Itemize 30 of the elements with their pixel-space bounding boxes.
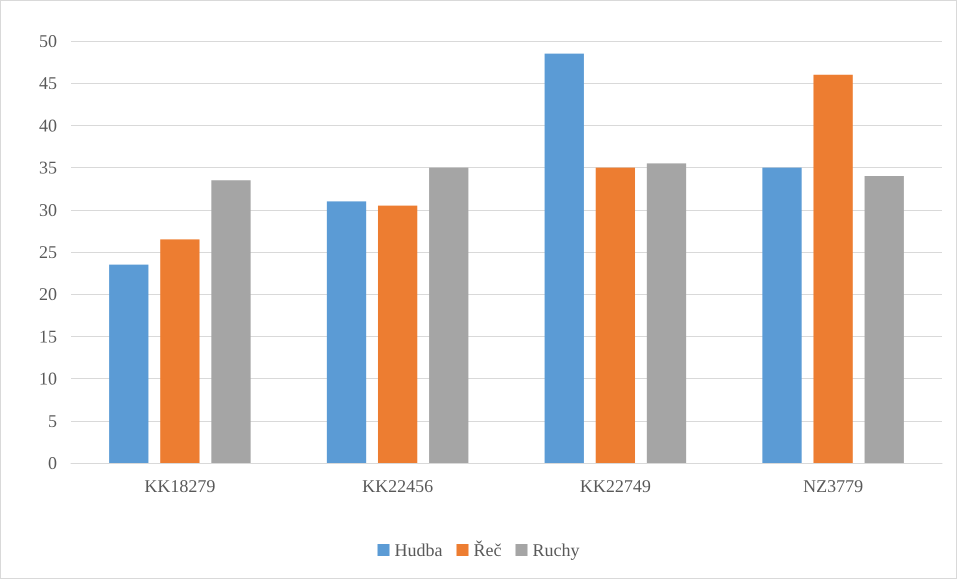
bar	[160, 239, 200, 463]
bar	[109, 264, 148, 463]
legend-label: Hudba	[394, 540, 443, 560]
y-tick-label: 5	[48, 410, 57, 431]
y-tick-label: 15	[39, 326, 57, 346]
legend-label: Řeč	[474, 540, 502, 560]
bar	[326, 201, 366, 463]
y-tick-label: 25	[39, 242, 57, 262]
bar	[646, 163, 686, 463]
y-tick-label: 0	[48, 453, 57, 473]
bar	[211, 180, 251, 463]
x-tick-label: KK22749	[580, 476, 651, 496]
bar	[596, 168, 636, 463]
y-tick-label: 20	[39, 284, 57, 304]
y-tick-label: 45	[39, 73, 57, 94]
x-tick-label: KK22456	[362, 476, 434, 496]
legend-label: Ruchy	[532, 540, 580, 560]
bar	[429, 168, 468, 463]
bar	[864, 176, 904, 463]
bar	[378, 206, 418, 463]
y-tick-label: 35	[39, 158, 57, 178]
y-tick-label: 50	[39, 31, 57, 51]
bar	[762, 168, 802, 463]
bar	[813, 74, 853, 463]
y-tick-label: 10	[39, 368, 57, 389]
bar	[544, 54, 584, 463]
x-tick-label: NZ3779	[803, 476, 864, 496]
y-tick-label: 40	[39, 115, 57, 136]
y-tick-label: 30	[39, 200, 57, 220]
x-tick-label: KK18279	[144, 476, 216, 496]
